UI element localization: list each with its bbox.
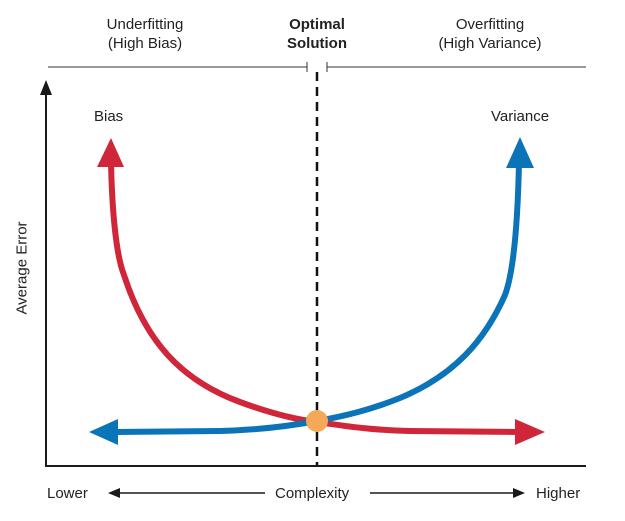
y-axis-label: Average Error (13, 221, 31, 315)
variance-arrowhead-up (506, 137, 534, 168)
y-axis-arrowhead (40, 80, 52, 95)
lower-direction-arrowhead (108, 488, 120, 498)
variance-label: Variance (491, 108, 550, 125)
optimal-line1: Optimal (289, 16, 345, 33)
x-axis-lower-label: Lower (47, 485, 88, 502)
x-axis-higher-label: Higher (536, 485, 581, 502)
overfitting-line1: Overfitting (455, 16, 525, 33)
variance-arrowhead-left (89, 419, 118, 445)
optimal-line2: Solution (287, 35, 347, 52)
overfitting-line2: (High Variance) (438, 35, 542, 52)
x-axis-complexity-label: Complexity (275, 485, 350, 502)
underfitting-line2: (High Bias) (107, 35, 183, 52)
variance-curve (112, 159, 522, 435)
underfitting-label: Underfitting (High Bias) (70, 15, 220, 53)
overfitting-label: Overfitting (High Variance) (410, 15, 570, 53)
bias-curve (108, 159, 523, 435)
bias-arrowhead-up (97, 138, 124, 167)
bias-label: Bias (94, 108, 124, 125)
optimal-solution-label: Optimal Solution (262, 15, 372, 53)
underfitting-line1: Underfitting (106, 16, 184, 33)
higher-direction-arrowhead (513, 488, 525, 498)
optimum-point (306, 410, 328, 432)
bias-arrowhead-right (515, 419, 545, 445)
